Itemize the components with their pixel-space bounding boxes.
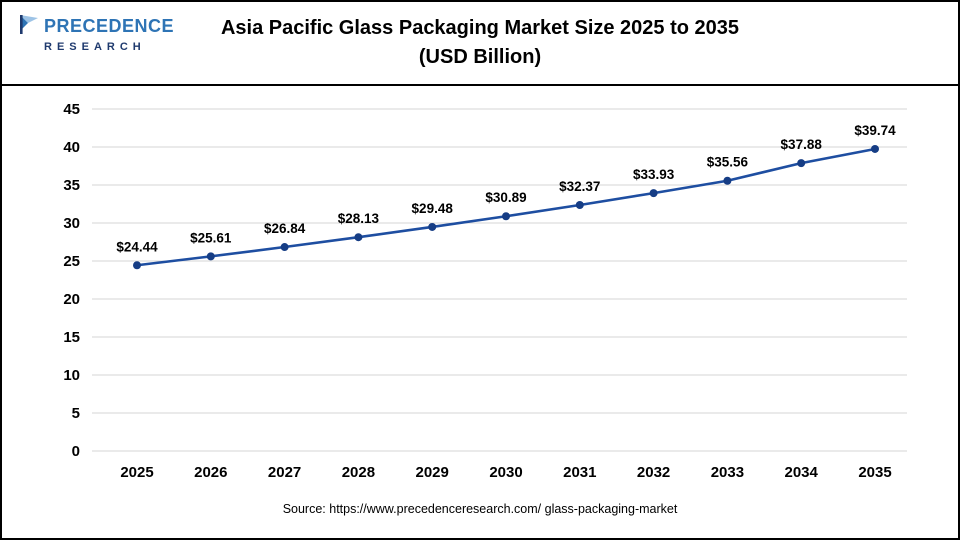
x-tick-label: 2034 [785,464,819,481]
data-point [797,159,806,168]
x-tick-label: 2028 [342,464,375,481]
y-tick-label: 45 [63,101,80,118]
chart-header: PRECEDENCE RESEARCH Asia Pacific Glass P… [2,2,958,86]
source-line: Source: https://www.precedenceresearch.c… [2,498,958,536]
chart-title: Asia Pacific Glass Packaging Market Size… [221,14,739,72]
data-point [502,212,510,221]
data-label: $32.37 [559,179,600,194]
x-tick-label: 2031 [563,464,596,481]
data-label: $35.56 [707,155,749,170]
y-tick-label: 0 [72,443,80,460]
data-point [871,144,879,153]
x-tick-label: 2029 [416,464,449,481]
data-label: $37.88 [781,137,823,152]
x-tick-label: 2035 [858,464,891,481]
logo-flag-icon [18,14,40,39]
data-point [133,261,141,270]
data-point [206,252,215,261]
y-tick-label: 30 [63,215,80,232]
data-label: $33.93 [633,167,675,182]
x-tick-label: 2033 [711,464,744,481]
x-tick-label: 2026 [194,464,227,481]
source-text: Source: https://www.precedenceresearch.c… [282,502,678,516]
y-tick-label: 40 [63,139,80,156]
data-label: $28.13 [338,211,380,226]
y-tick-label: 35 [63,177,80,194]
data-label: $39.74 [854,123,896,138]
data-point [428,222,437,231]
y-tick-label: 25 [63,253,80,270]
data-point [354,233,363,242]
data-label: $24.44 [116,239,158,254]
line-chart: 0 5 10 15 20 25 30 35 40 45 2025 2026 2027 2028 2029 20… [2,86,958,498]
logo-text-research: RESEARCH [44,41,146,53]
precedence-research-logo: PRECEDENCE RESEARCH [18,14,174,53]
chart-title-line1: Asia Pacific Glass Packaging Market Size… [220,17,740,39]
data-point [649,189,658,198]
y-tick-label: 10 [63,367,80,384]
x-tick-label: 2027 [268,464,301,481]
data-label: $25.61 [190,230,232,245]
data-label: $26.84 [264,221,306,236]
data-point [723,176,732,185]
chart-title-line2: (USD Billion) [418,46,542,68]
y-tick-label: 15 [63,329,80,346]
x-tick-label: 2025 [120,464,153,481]
x-tick-label: 2030 [489,464,522,481]
data-point [575,200,584,209]
trend-line [135,147,877,267]
data-label: $30.89 [485,190,526,205]
data-point [280,243,289,252]
y-tick-label: 20 [63,291,80,308]
data-label: $29.48 [412,201,454,216]
x-tick-label: 2032 [637,464,670,481]
logo-text-precedence: PRECEDENCE [44,16,175,36]
y-tick-label: 5 [72,405,80,422]
